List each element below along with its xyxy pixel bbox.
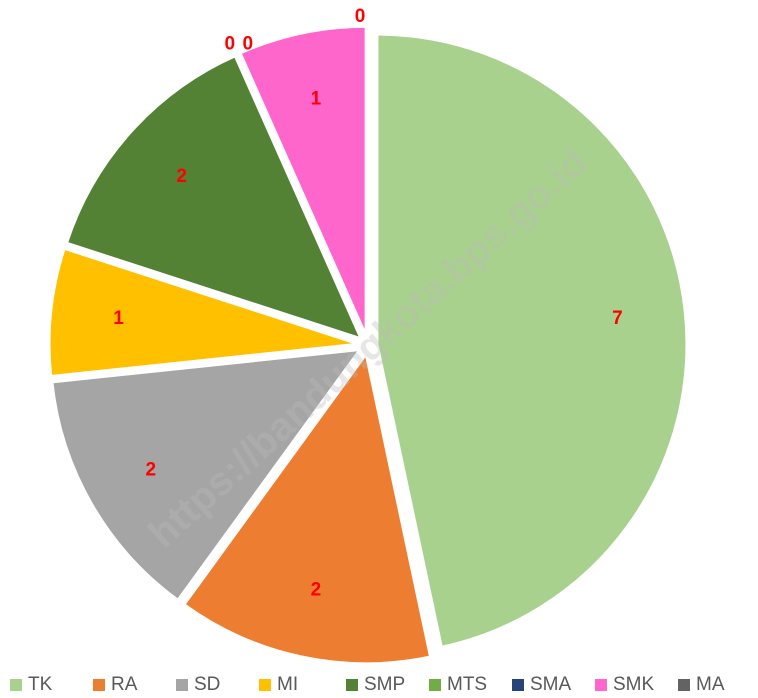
pie-slice [375, 32, 689, 650]
pie-slice [50, 347, 364, 603]
pie [47, 24, 689, 666]
data-label: 2 [311, 579, 322, 600]
legend-swatch [93, 679, 105, 691]
data-label: 0 [225, 34, 236, 55]
data-label: 0 [243, 34, 254, 55]
legend-swatch [512, 679, 524, 691]
legend-swatch [429, 679, 441, 691]
legend-label: SD [194, 674, 220, 695]
pie-slice [64, 53, 365, 342]
data-label: 0 [355, 6, 366, 27]
legend-swatch [176, 679, 188, 691]
data-label: 1 [311, 89, 322, 110]
pie-slice [181, 350, 433, 666]
legend-swatch [678, 679, 690, 691]
data-label: 7 [612, 308, 623, 329]
legend-label: MTS [447, 674, 487, 695]
legend-swatch [346, 679, 358, 691]
legend-label: MI [277, 674, 298, 695]
data-label: 2 [146, 459, 157, 480]
legend-label: SMK [613, 674, 655, 695]
legend-swatch [10, 679, 22, 691]
legend-label: SMP [364, 674, 405, 695]
pie-slice [47, 246, 360, 379]
legend-label: MA [696, 674, 725, 695]
legend-label: TK [28, 674, 53, 695]
legend-swatch [595, 679, 607, 691]
pie-slice [238, 24, 368, 337]
legend-label: SMA [530, 674, 572, 695]
data-label: 2 [176, 166, 187, 187]
legend-label: RA [111, 674, 138, 695]
legend-swatch [259, 679, 271, 691]
data-label: 1 [113, 308, 124, 329]
